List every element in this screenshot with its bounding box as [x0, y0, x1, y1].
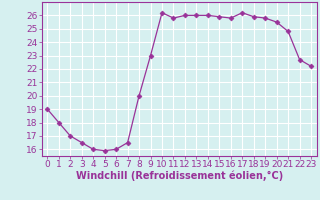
X-axis label: Windchill (Refroidissement éolien,°C): Windchill (Refroidissement éolien,°C): [76, 171, 283, 181]
